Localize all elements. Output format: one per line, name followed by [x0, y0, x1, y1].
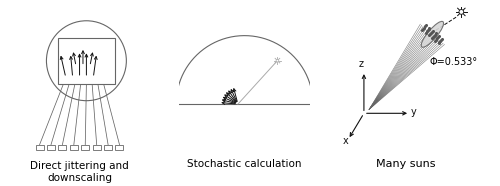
Text: y: y	[411, 107, 417, 117]
Text: x: x	[342, 136, 348, 146]
Bar	[104, 145, 112, 150]
Text: Many suns: Many suns	[376, 159, 436, 169]
Bar	[82, 145, 90, 150]
Bar	[70, 145, 78, 150]
Bar	[36, 145, 44, 150]
Text: Φ=0.533°: Φ=0.533°	[430, 57, 478, 67]
Text: z: z	[359, 59, 364, 69]
Text: Direct jittering and
downscaling: Direct jittering and downscaling	[30, 161, 129, 183]
Bar	[92, 145, 100, 150]
Bar	[116, 145, 124, 150]
Ellipse shape	[421, 21, 444, 47]
Text: Stochastic calculation: Stochastic calculation	[188, 159, 302, 169]
Bar	[58, 145, 66, 150]
Bar	[47, 145, 55, 150]
Circle shape	[276, 59, 278, 62]
Circle shape	[459, 9, 464, 14]
Bar	[58, 38, 115, 84]
